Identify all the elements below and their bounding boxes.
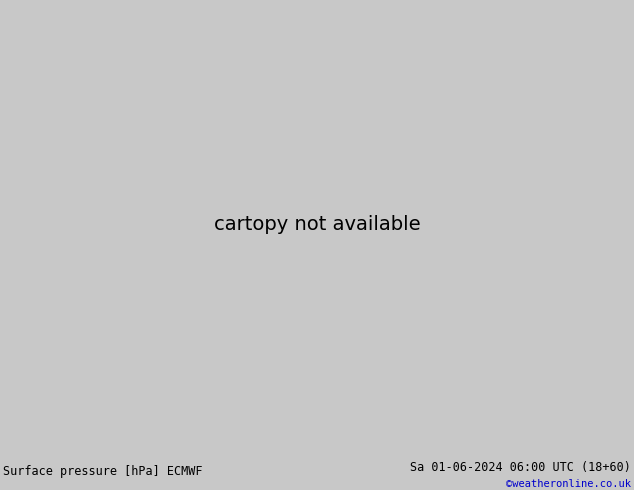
Text: ©weatheronline.co.uk: ©weatheronline.co.uk: [506, 479, 631, 490]
Text: cartopy not available: cartopy not available: [214, 215, 420, 234]
Text: Sa 01-06-2024 06:00 UTC (18+60): Sa 01-06-2024 06:00 UTC (18+60): [410, 461, 631, 474]
Text: Surface pressure [hPa] ECMWF: Surface pressure [hPa] ECMWF: [3, 465, 203, 478]
